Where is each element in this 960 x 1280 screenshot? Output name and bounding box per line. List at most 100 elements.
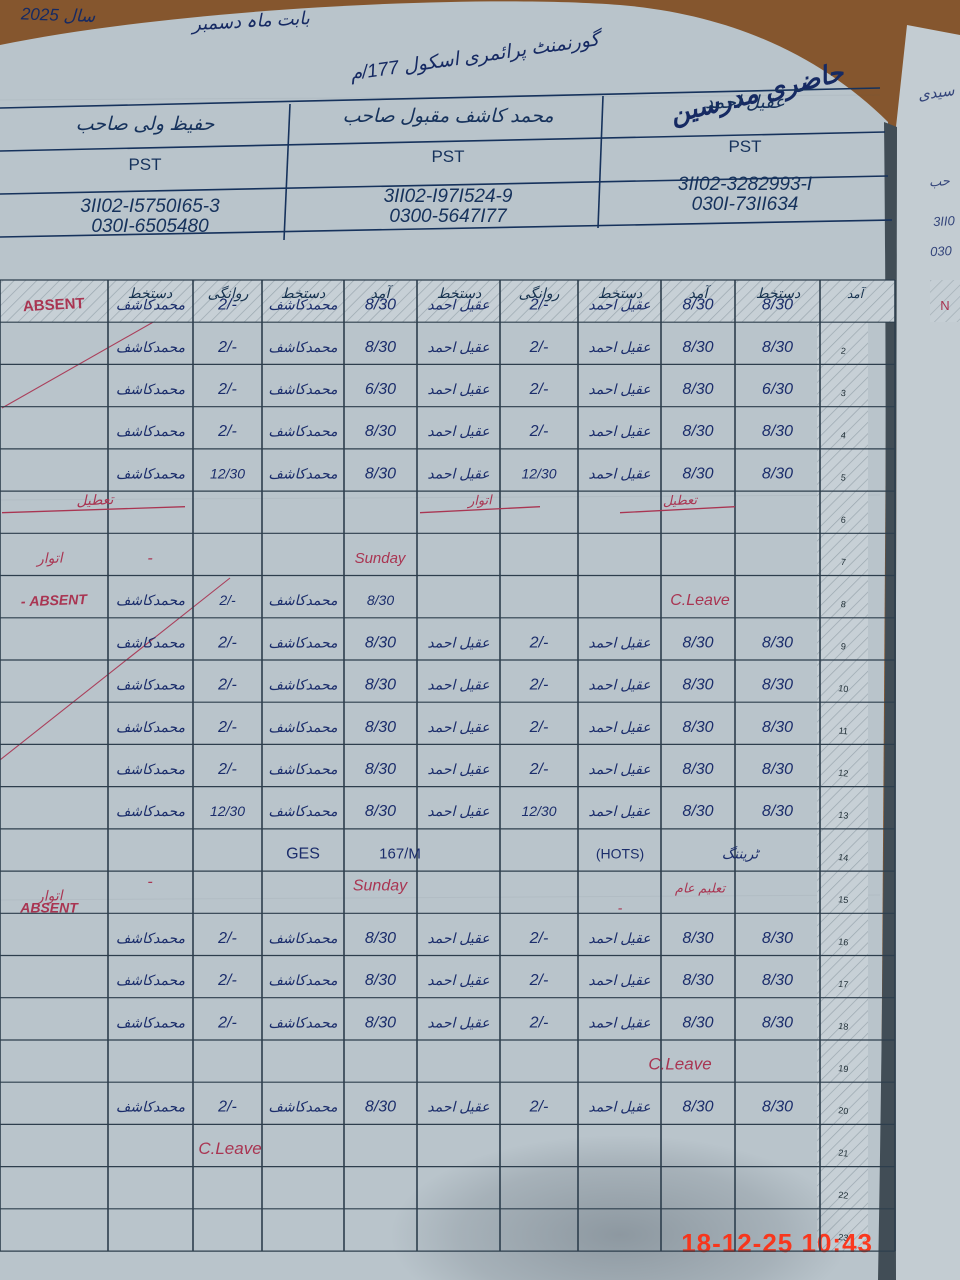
svg-text:‭2/-‬: ‭2/-‬ xyxy=(217,930,237,947)
svg-text:‭12/30‬: ‭12/30‬ xyxy=(521,803,556,819)
svg-text:حب: حب xyxy=(928,173,951,189)
svg-text:عقیل احمد: عقیل احمد xyxy=(588,339,650,355)
svg-text:‭2/-‬: ‭2/-‬ xyxy=(218,592,236,608)
svg-text:‭8/30‬: ‭8/30‬ xyxy=(762,803,793,820)
svg-text:‭8/30‬: ‭8/30‬ xyxy=(365,719,396,736)
svg-text:‭2/-‬: ‭2/-‬ xyxy=(529,677,549,694)
svg-text:‭8/30‬: ‭8/30‬ xyxy=(682,423,713,440)
svg-text:3II02-I5750I65-3: 3II02-I5750I65-3 xyxy=(80,196,220,217)
svg-text:محمد کاشف مقبول صاحب: محمد کاشف مقبول صاحب xyxy=(342,106,553,127)
svg-text:21: 21 xyxy=(838,1148,849,1159)
svg-text:‭2/-‬: ‭2/-‬ xyxy=(217,339,237,356)
svg-text:PST: PST xyxy=(728,137,761,156)
svg-text:عقیل احمد: عقیل احمد xyxy=(427,339,489,355)
svg-text:‭2/-‬: ‭2/-‬ xyxy=(217,1014,237,1031)
svg-text:عقیل احمد: عقیل احمد xyxy=(588,1099,650,1115)
svg-text:تعلیم عام: تعلیم عام xyxy=(675,881,727,897)
svg-text:‭8/30‬: ‭8/30‬ xyxy=(682,677,713,694)
svg-text:15: 15 xyxy=(838,894,849,905)
svg-text:‭8/30‬: ‭8/30‬ xyxy=(365,634,396,651)
svg-text:‭8/30‬: ‭8/30‬ xyxy=(762,423,793,440)
svg-text:‭2/-‬: ‭2/-‬ xyxy=(529,634,549,651)
svg-text:سال 2025: سال 2025 xyxy=(20,4,97,26)
svg-text:14: 14 xyxy=(838,852,849,863)
svg-text:محمدکاشف: محمدکاشف xyxy=(116,339,186,355)
svg-text:عقیل احمد: عقیل احمد xyxy=(588,381,650,397)
svg-text:عقیل احمد: عقیل احمد xyxy=(588,930,650,946)
svg-text:‭8/30‬: ‭8/30‬ xyxy=(762,761,793,778)
svg-text:عقیل احمد: عقیل احمد xyxy=(427,761,489,777)
svg-text:محمدکاشف: محمدکاشف xyxy=(116,423,186,439)
svg-text:-: - xyxy=(147,550,152,567)
svg-text:عقیل احمد: عقیل احمد xyxy=(427,634,489,650)
svg-text:‭12/30‬: ‭12/30‬ xyxy=(521,465,556,481)
svg-text:محمدکاشف: محمدکاشف xyxy=(116,297,186,313)
svg-text:عقیل احمد: عقیل احمد xyxy=(705,92,785,112)
svg-text:‭8/30‬: ‭8/30‬ xyxy=(365,761,396,778)
svg-text:‭8/30‬: ‭8/30‬ xyxy=(365,423,396,440)
svg-text:‭8/30‬: ‭8/30‬ xyxy=(682,465,713,482)
svg-text:‭6/30‬: ‭6/30‬ xyxy=(762,381,793,398)
svg-text:‭8/30‬: ‭8/30‬ xyxy=(762,465,793,482)
svg-text:‭8/30‬: ‭8/30‬ xyxy=(365,930,396,947)
svg-text:محمدکاشف: محمدکاشف xyxy=(116,381,186,397)
svg-text:‭2/-‬: ‭2/-‬ xyxy=(529,972,549,989)
svg-text:عقیل احمد: عقیل احمد xyxy=(588,423,650,439)
svg-text:عقیل احمد: عقیل احمد xyxy=(588,677,650,693)
svg-text:‭8/30‬: ‭8/30‬ xyxy=(365,1014,396,1031)
svg-text:13: 13 xyxy=(838,810,849,821)
svg-text:‭8/30‬: ‭8/30‬ xyxy=(762,930,793,947)
svg-text:محمدکاشف: محمدکاشف xyxy=(116,677,186,693)
svg-text:‭8/30‬: ‭8/30‬ xyxy=(682,339,713,356)
svg-text:-: - xyxy=(147,874,152,891)
svg-text:‭2/-‬: ‭2/-‬ xyxy=(217,719,237,736)
svg-text:ABSENT -: ABSENT - xyxy=(21,591,89,609)
svg-text:‭8/30‬: ‭8/30‬ xyxy=(762,677,793,694)
svg-text:عقیل احمد: عقیل احمد xyxy=(427,972,489,988)
svg-text:20: 20 xyxy=(838,1105,849,1116)
svg-text:عقیل احمد: عقیل احمد xyxy=(427,381,489,397)
svg-text:Sunday: Sunday xyxy=(355,550,407,567)
svg-text:محمدکاشف: محمدکاشف xyxy=(268,719,338,735)
svg-text:16: 16 xyxy=(838,936,849,947)
svg-text:عقیل احمد: عقیل احمد xyxy=(588,761,650,777)
svg-text:عقیل احمد: عقیل احمد xyxy=(427,677,489,693)
svg-text:‭2/-‬: ‭2/-‬ xyxy=(217,423,237,440)
svg-text:عقیل احمد: عقیل احمد xyxy=(427,423,489,439)
svg-text:‭8/30‬: ‭8/30‬ xyxy=(365,465,396,482)
svg-text:‭2/-‬: ‭2/-‬ xyxy=(217,972,237,989)
svg-text:محمدکاشف: محمدکاشف xyxy=(268,634,338,650)
svg-text:‭8/30‬: ‭8/30‬ xyxy=(762,1099,793,1116)
svg-text:محمدکاشف: محمدکاشف xyxy=(116,972,186,988)
svg-text:عقیل احمد: عقیل احمد xyxy=(427,930,489,946)
svg-text:‭2/-‬: ‭2/-‬ xyxy=(529,1014,549,1031)
svg-text:030I-73II634: 030I-73II634 xyxy=(692,194,799,215)
svg-text:محمدکاشف: محمدکاشف xyxy=(116,465,186,481)
svg-text:C.Leave: C.Leave xyxy=(198,1139,261,1158)
svg-text:‭2/-‬: ‭2/-‬ xyxy=(217,1099,237,1116)
svg-text:‭8/30‬: ‭8/30‬ xyxy=(365,677,396,694)
svg-text:12: 12 xyxy=(838,768,849,779)
svg-text:عقیل احمد: عقیل احمد xyxy=(427,465,489,481)
svg-text:محمدکاشف: محمدکاشف xyxy=(268,930,338,946)
svg-text:3II0: 3II0 xyxy=(933,213,956,229)
svg-text:محمدکاشف: محمدکاشف xyxy=(116,1099,186,1115)
svg-text:030I-6505480: 030I-6505480 xyxy=(91,216,209,237)
svg-text:‭8/30‬: ‭8/30‬ xyxy=(682,1014,713,1031)
svg-text:‭2/-‬: ‭2/-‬ xyxy=(217,634,237,651)
svg-text:عقیل احمد: عقیل احمد xyxy=(588,1014,650,1030)
svg-text:‭8/30‬: ‭8/30‬ xyxy=(762,1014,793,1031)
svg-text:محمدکاشف: محمدکاشف xyxy=(268,677,338,693)
svg-text:محمدکاشف: محمدکاشف xyxy=(116,761,186,777)
svg-text:N: N xyxy=(940,298,949,313)
svg-text:عقیل احمد: عقیل احمد xyxy=(588,634,650,650)
svg-text:‭2/-‬: ‭2/-‬ xyxy=(217,761,237,778)
svg-text:محمدکاشف: محمدکاشف xyxy=(268,1014,338,1030)
svg-text:‭2/-‬: ‭2/-‬ xyxy=(529,719,549,736)
svg-text:17: 17 xyxy=(838,979,849,990)
svg-text:ABSENT: ABSENT xyxy=(23,295,85,315)
svg-text:10: 10 xyxy=(838,683,849,694)
svg-text:تعطیل: تعطیل xyxy=(76,491,116,508)
svg-text:محمدکاشف: محمدکاشف xyxy=(268,1099,338,1115)
svg-text:عقیل احمد: عقیل احمد xyxy=(588,465,650,481)
